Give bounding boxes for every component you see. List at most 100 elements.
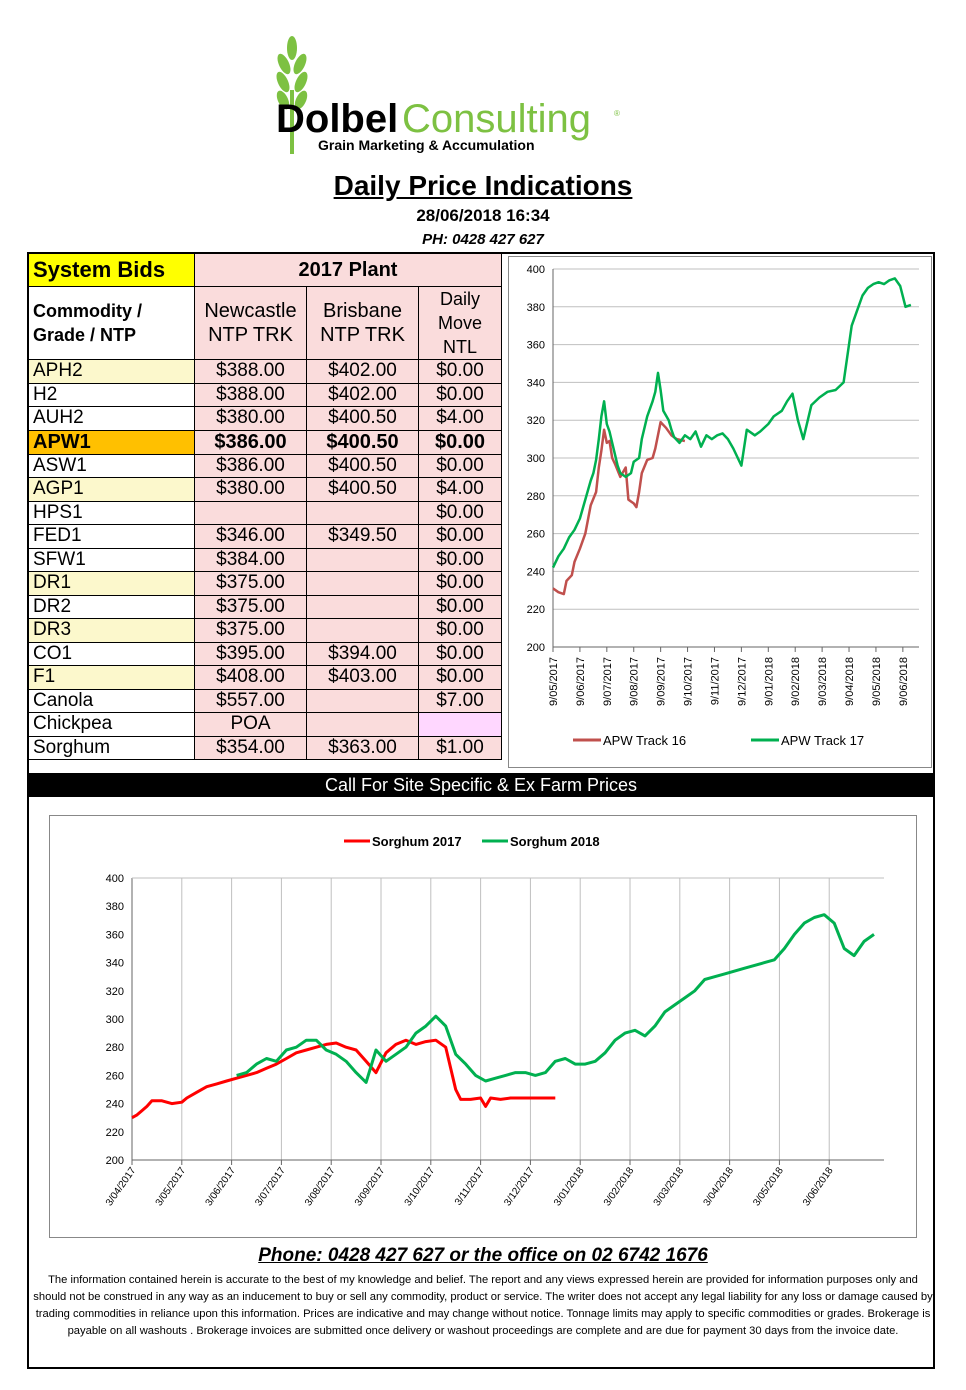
- x-tick-label: 3/05/2018: [751, 1165, 786, 1208]
- y-tick-label: 220: [106, 1127, 124, 1139]
- company-logo: Dolbel Consulting ® Grain Marketing & Ac…: [270, 30, 630, 160]
- grade-cell: DR1: [28, 571, 195, 596]
- brisbane-price: $400.50: [306, 477, 419, 502]
- x-tick-label: 9/04/2018: [844, 657, 856, 706]
- table-row: APW1 $386.00 $400.50 $0.00: [28, 429, 502, 455]
- y-tick-label: 360: [527, 340, 545, 352]
- brisbane-price: $403.00: [306, 665, 419, 690]
- newcastle-price: $354.00: [194, 735, 307, 760]
- table-row: AGP1 $380.00 $400.50 $4.00: [28, 477, 502, 502]
- brisbane-price: $363.00: [306, 735, 419, 760]
- svg-text:Grain Marketing & Accumulation: Grain Marketing & Accumulation: [318, 137, 535, 153]
- table-row: APH2 $388.00 $402.00 $0.00: [28, 359, 502, 384]
- contact-phone-line: Phone: 0428 427 627 or the office on 02 …: [258, 1245, 708, 1266]
- brisbane-price: [306, 712, 419, 737]
- y-tick-label: 260: [106, 1070, 124, 1082]
- newcastle-price: [194, 500, 307, 525]
- y-tick-label: 240: [106, 1099, 124, 1111]
- table-row: ASW1 $386.00 $400.50 $0.00: [28, 453, 502, 478]
- table-row: DR3 $375.00 $0.00: [28, 618, 502, 643]
- grade-cell: Sorghum: [28, 735, 195, 760]
- brisbane-price: [306, 500, 419, 525]
- grade-cell: DR2: [28, 594, 195, 619]
- table-row: DR1 $375.00 $0.00: [28, 571, 502, 596]
- daily-move: $4.00: [418, 477, 502, 502]
- wheat-icon: Dolbel Consulting ® Grain Marketing & Ac…: [276, 36, 620, 154]
- y-tick-label: 200: [106, 1155, 124, 1167]
- newcastle-price: $375.00: [194, 571, 307, 596]
- y-tick-label: 400: [106, 873, 124, 885]
- brisbane-price: $402.00: [306, 359, 419, 384]
- x-tick-label: 3/12/2017: [502, 1165, 537, 1208]
- daily-move: [418, 712, 502, 737]
- newcastle-price: $384.00: [194, 547, 307, 572]
- x-tick-label: 9/07/2017: [602, 657, 614, 706]
- daily-move: $0.00: [418, 429, 502, 455]
- newcastle-price: POA: [194, 712, 307, 737]
- daily-move: $0.00: [418, 641, 502, 666]
- table-row: FED1 $346.00 $349.50 $0.00: [28, 524, 502, 549]
- series-line: [236, 913, 875, 1084]
- grade-cell: ASW1: [28, 453, 195, 478]
- column-header-row: Commodity / Grade / NTP Newcastle NTP TR…: [28, 286, 502, 360]
- newcastle-price: $408.00: [194, 665, 307, 690]
- daily-move: $0.00: [418, 547, 502, 572]
- y-tick-label: 340: [527, 377, 545, 389]
- y-tick-label: 360: [106, 929, 124, 941]
- table-row: SFW1 $384.00 $0.00: [28, 547, 502, 572]
- x-tick-label: 3/03/2018: [652, 1165, 687, 1208]
- x-tick-label: 3/02/2018: [602, 1165, 637, 1208]
- commodity-header: Commodity / Grade / NTP: [28, 286, 195, 360]
- newcastle-price: $346.00: [194, 524, 307, 549]
- system-bids-heading: System Bids: [28, 253, 195, 287]
- grade-cell: APH2: [28, 359, 195, 384]
- grade-cell: SFW1: [28, 547, 195, 572]
- newcastle-price: $386.00: [194, 453, 307, 478]
- x-tick-label: 9/01/2018: [763, 657, 775, 706]
- x-tick-label: 9/05/2018: [871, 657, 883, 706]
- x-tick-label: 9/10/2017: [683, 657, 695, 706]
- grade-cell: F1: [28, 665, 195, 690]
- header-phone: PH: 0428 427 627: [422, 231, 544, 248]
- y-tick-label: 200: [527, 642, 545, 654]
- y-tick-label: 320: [106, 986, 124, 998]
- svg-text:®: ®: [614, 109, 620, 118]
- daily-move: $0.00: [418, 665, 502, 690]
- page-title: Daily Price Indications: [333, 170, 633, 201]
- x-tick-label: 3/05/2017: [154, 1165, 189, 1208]
- site-specific-banner: Call For Site Specific & Ex Farm Prices: [28, 773, 934, 797]
- y-tick-label: 280: [527, 491, 545, 503]
- legend-label: APW Track 16: [603, 733, 686, 748]
- x-tick-label: 9/05/2017: [548, 657, 560, 706]
- apw-chart-panel: 200 220 240 260 280 300 320 340 360 380 400 9/05/20…: [508, 256, 932, 768]
- newcastle-price: $386.00: [194, 429, 307, 455]
- daily-move: $0.00: [418, 618, 502, 643]
- daily-move: $1.00: [418, 735, 502, 760]
- legend-label: Sorghum 2018: [510, 834, 600, 849]
- x-tick-label: 9/09/2017: [656, 657, 668, 706]
- newcastle-price: $395.00: [194, 641, 307, 666]
- series-line: [552, 420, 686, 596]
- grade-cell: HPS1: [28, 500, 195, 525]
- daily-move: $0.00: [418, 382, 502, 407]
- apw-track-chart: 200 220 240 260 280 300 320 340 360 380 400 9/05/20…: [527, 264, 919, 748]
- brisbane-price: $400.50: [306, 406, 419, 431]
- series-line: [551, 277, 912, 569]
- disclaimer-text: The information contained herein is accu…: [33, 1274, 933, 1337]
- grade-cell: H2: [28, 382, 195, 407]
- brisbane-price: [306, 618, 419, 643]
- x-tick-label: 3/06/2018: [801, 1165, 836, 1208]
- table-row: Chickpea POA: [28, 712, 502, 737]
- newcastle-price: $557.00: [194, 688, 307, 713]
- y-tick-label: 260: [527, 529, 545, 541]
- newcastle-header: Newcastle NTP TRK: [194, 286, 307, 360]
- svg-text:Consulting: Consulting: [402, 97, 591, 141]
- daily-move: $7.00: [418, 688, 502, 713]
- x-tick-label: 3/04/2017: [104, 1165, 139, 1208]
- x-tick-label: 3/06/2017: [204, 1165, 239, 1208]
- y-tick-label: 220: [527, 604, 545, 616]
- sorghum-chart-panel: 200 220 240 260 280 300 320 340 360 380 400 3/04/20…: [49, 815, 917, 1238]
- y-tick-label: 340: [106, 958, 124, 970]
- newcastle-price: $388.00: [194, 382, 307, 407]
- y-tick-label: 240: [527, 566, 545, 578]
